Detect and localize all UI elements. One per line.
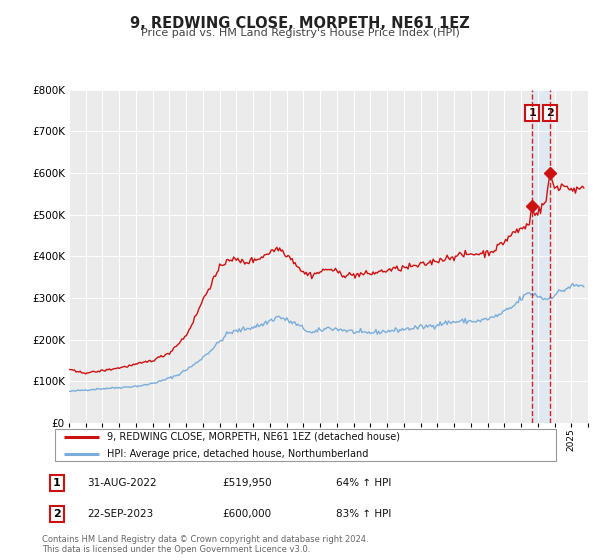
Bar [532,90,550,423]
Text: 9, REDWING CLOSE, MORPETH, NE61 1EZ (detached house): 9, REDWING CLOSE, MORPETH, NE61 1EZ (det… [107,432,400,442]
Text: 64% ↑ HPI: 64% ↑ HPI [336,478,391,488]
Text: 1: 1 [529,108,536,118]
Text: 1: 1 [53,478,61,488]
Text: 2: 2 [53,509,61,519]
Text: £519,950: £519,950 [222,478,272,488]
Bar [550,90,588,423]
Text: Contains HM Land Registry data © Crown copyright and database right 2024.: Contains HM Land Registry data © Crown c… [42,535,368,544]
Text: 22-SEP-2023: 22-SEP-2023 [87,509,153,519]
Text: 2: 2 [546,108,554,118]
Text: £600,000: £600,000 [222,509,271,519]
Text: 31-AUG-2022: 31-AUG-2022 [87,478,157,488]
Text: 9, REDWING CLOSE, MORPETH, NE61 1EZ: 9, REDWING CLOSE, MORPETH, NE61 1EZ [130,16,470,31]
Text: 83% ↑ HPI: 83% ↑ HPI [336,509,391,519]
Text: Price paid vs. HM Land Registry's House Price Index (HPI): Price paid vs. HM Land Registry's House … [140,28,460,38]
Text: This data is licensed under the Open Government Licence v3.0.: This data is licensed under the Open Gov… [42,545,310,554]
FancyBboxPatch shape [55,428,556,461]
Bar [550,90,588,423]
Text: HPI: Average price, detached house, Northumberland: HPI: Average price, detached house, Nort… [107,449,368,459]
